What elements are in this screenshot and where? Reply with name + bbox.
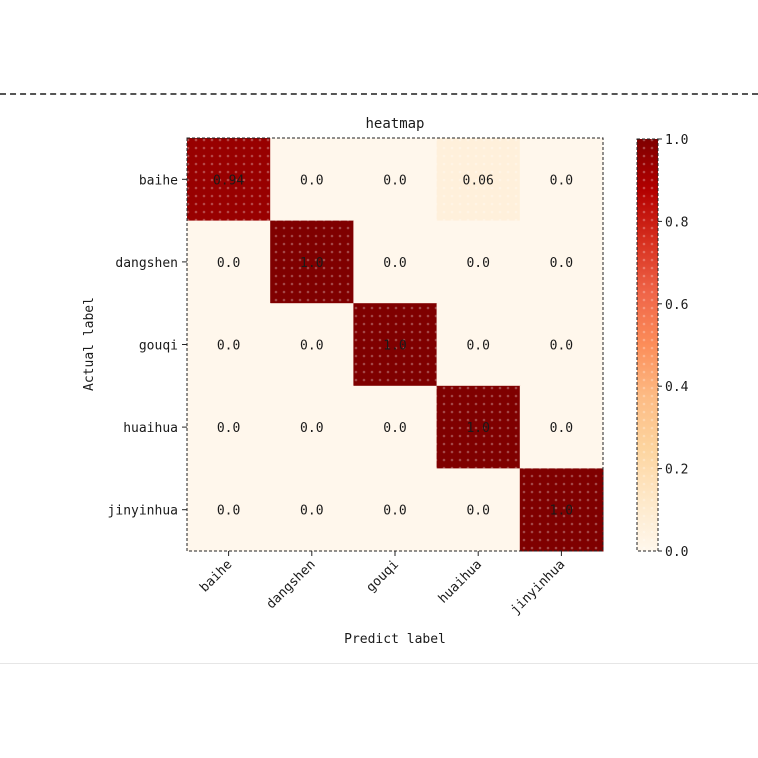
heatmap-cell [187,220,271,304]
heatmap-cell [270,303,354,387]
top-divider [0,93,758,95]
heatmap-cell-label: 0.0 [550,339,573,354]
heatmap-cell-label: 1.0 [466,421,489,436]
heatmap-cell-label: 0.0 [300,339,323,354]
colorbar: 0.0 0.2 0.4 0.6 0.8 1.0 [636,133,689,560]
heatmap-cell-label: 0.0 [300,421,323,436]
heatmap-cell [436,468,521,552]
y-tick-label: jinyinhua [108,504,178,519]
heatmap-cell-label: 0.0 [300,504,323,519]
colorbar-tick-label: 0.4 [665,380,689,395]
heatmap-cell-label: 0.0 [550,173,573,188]
heatmap-cell-label: 0.0 [383,421,406,436]
heatmap-cell-label: 0.0 [383,173,406,188]
heatmap-cell [353,385,438,469]
heatmap-cell-dots [436,385,520,469]
heatmap-cell [270,385,354,469]
heatmap-cell-label: 0.0 [383,256,406,271]
colorbar-ticks: 0.0 0.2 0.4 0.6 0.8 1.0 [658,133,689,560]
x-axis-ticks: baihe dangshen gouqi huaihua jinyinhua [197,551,568,618]
colorbar-frame [636,138,659,552]
heatmap-cell [519,220,604,304]
x-tick-label: huaihua [436,557,485,606]
bottom-divider [0,663,758,664]
colorbar-tick-label: 0.8 [665,215,688,230]
y-axis-label: Actual label [82,297,97,391]
heatmap-cell-label: 0.0 [466,256,489,271]
heatmap-cell [436,303,521,387]
colorbar-dots [637,139,658,551]
heatmap-cell-label: 0.0 [383,504,406,519]
heatmap-cell-label: 0.06 [463,173,494,188]
heatmap-cells [187,138,604,552]
heatmap-cell-label: 1.0 [300,256,323,271]
heatmap-cell-label: 0.0 [550,256,573,271]
heatmap-cell-dots [353,303,437,386]
colorbar-tick-label: 0.0 [665,545,688,560]
heatmap-cell [519,303,604,387]
y-tick-label: huaihua [123,421,178,436]
heatmap-cell-label: 0.0 [300,173,323,188]
y-tick-label: gouqi [139,339,178,354]
heatmap-cell-label: 0.0 [217,504,240,519]
heatmap-cell [187,303,271,387]
chart-title: heatmap [365,116,424,132]
heatmap-cell-dots [436,138,520,221]
x-tick-label: gouqi [364,557,402,595]
heatmap-cell-labels: 0.94 0.0 0.0 0.06 0.0 0.0 1.0 0.0 0.0 0.0 0.0 0.0 1.… [213,173,573,518]
y-axis-ticks: baihe dangshen gouqi huaihua jinyinhua [108,173,187,519]
heatmap-cell-label: 0.0 [466,504,489,519]
heatmap-cell [270,468,354,552]
colorbar-tick-label: 1.0 [665,133,688,148]
heatmap-cell [353,138,438,222]
y-tick-label: baihe [139,173,178,188]
heatmap-cell [519,385,604,469]
heatmap-cell-label: 0.0 [217,256,240,271]
heatmap-cell-label: 1.0 [383,339,406,354]
colorbar-tick-label: 0.2 [665,463,688,478]
y-tick-label: dangshen [115,256,178,271]
heatmap-cell [353,220,438,304]
heatmap-cell-label: 0.0 [217,339,240,354]
heatmap-cell-dots [519,468,603,551]
heatmap-cell-label: 0.0 [217,421,240,436]
heatmap-cell [187,468,271,552]
x-tick-label: baihe [197,557,235,595]
x-tick-label: jinyinhua [508,557,568,617]
heatmap-cell [353,468,438,552]
heatmap-cell-dots [187,138,271,221]
heatmap-cell [519,138,604,222]
x-tick-label: dangshen [264,557,319,612]
x-axis-label: Predict label [344,632,446,647]
heatmap-cell-label: 0.0 [550,421,573,436]
heatmap-cell-label: 1.0 [550,504,573,519]
heatmap-cell-label: 0.94 [213,173,244,188]
colorbar-tick-label: 0.6 [665,298,688,313]
heatmap-cell [270,138,354,222]
heatmap-cell-label: 0.0 [466,339,489,354]
heatmap-cell [187,385,271,469]
heatmap-cell-dots [270,220,354,304]
heatmap-cell [436,220,521,304]
